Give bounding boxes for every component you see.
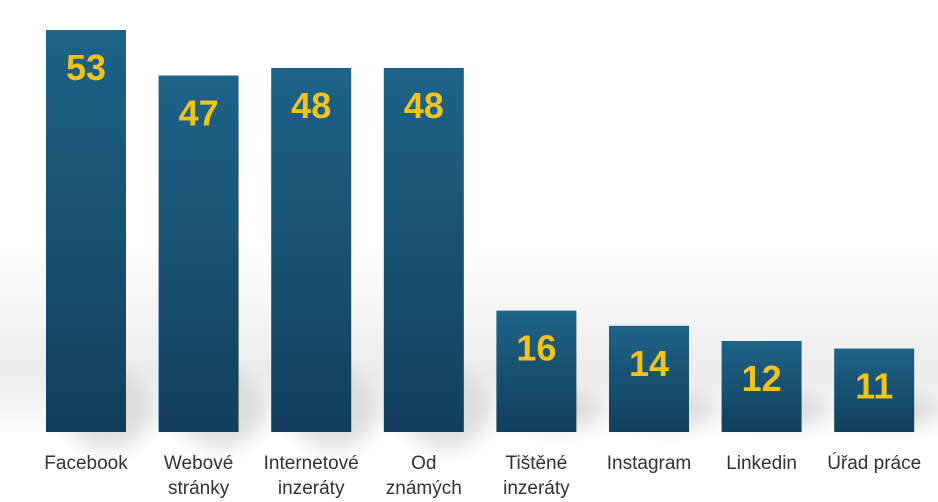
bar	[271, 67, 352, 432]
data-label: 14	[629, 343, 669, 384]
bars-group	[46, 30, 915, 433]
bar	[834, 348, 915, 432]
category-label: Tištěné inzeráty	[503, 453, 570, 499]
data-label: 53	[66, 47, 106, 88]
data-label: 48	[404, 85, 444, 126]
bar	[496, 310, 577, 432]
category-label: Úřad práce	[827, 452, 921, 474]
category-label: Facebook	[44, 453, 128, 474]
bar	[609, 325, 689, 432]
data-label: 47	[179, 93, 219, 134]
value-labels-group: 53 47 48 48 16 14 12 11	[66, 47, 893, 407]
bar	[158, 75, 239, 433]
category-label: Linkedin	[726, 453, 797, 474]
bar	[46, 30, 126, 432]
data-label: 48	[291, 85, 331, 126]
category-label: Internetové inzeráty	[264, 453, 359, 499]
category-labels-group: Facebook Webové stránky Internetové inzeráty…	[44, 452, 921, 499]
data-label: 16	[516, 328, 556, 369]
bar	[383, 67, 464, 432]
data-label: 11	[855, 366, 893, 407]
bar	[721, 340, 802, 432]
data-label: 12	[742, 358, 782, 399]
category-label: Od známých	[386, 453, 462, 499]
category-label: Webové stránky	[164, 453, 233, 499]
category-label: Instagram	[607, 453, 691, 474]
